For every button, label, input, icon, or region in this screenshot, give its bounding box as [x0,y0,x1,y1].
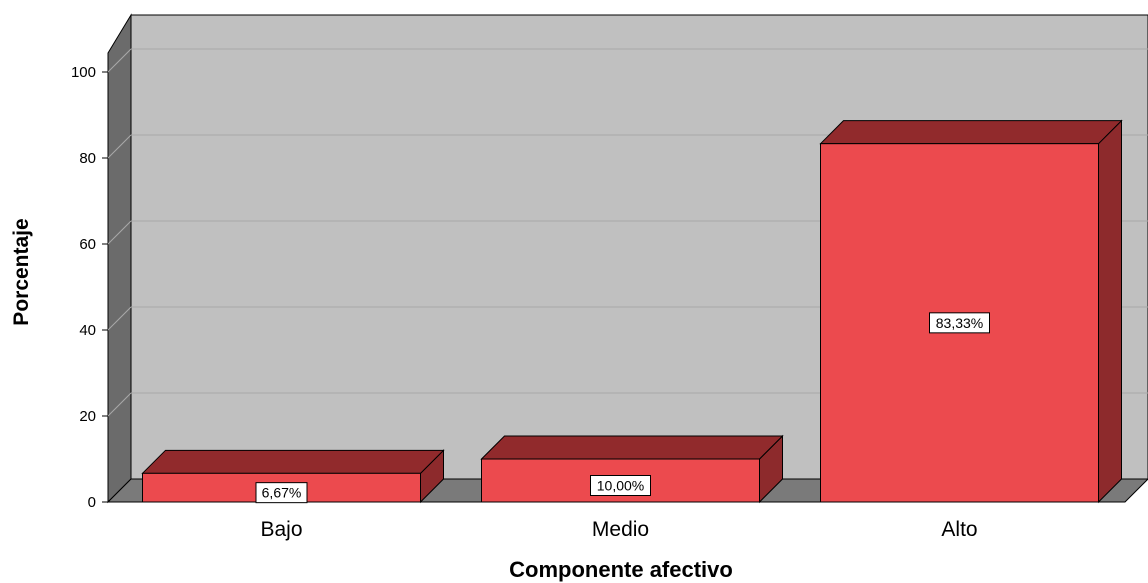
x-tick-label: Alto [941,518,977,541]
grid-line-side [107,134,132,159]
x-tick-label: Bajo [260,518,302,541]
bar-group: 10,00% [480,434,784,504]
data-label: 6,67% [262,485,302,501]
grid-line-side [107,306,132,331]
bar-top [480,435,784,460]
grid-line-side [107,220,132,245]
bar-group: 6,67% [141,449,445,504]
grid-line-side [107,392,132,417]
side-wall [107,13,132,504]
data-label: 83,33% [936,315,983,331]
x-axis-title: Componente afectivo [509,557,733,582]
data-label-box [590,475,651,496]
bar-side [1098,119,1122,504]
y-tick-label: 80 [79,150,96,167]
data-label-box [929,312,990,334]
y-tick-label: 60 [79,236,96,253]
x-axis: Bajo Medio Alto [260,518,977,541]
data-label: 10,00% [597,478,644,494]
y-tick-label: 0 [88,494,96,511]
y-tick-label: 100 [71,64,96,81]
y-tick-label: 40 [79,322,96,339]
y-axis: 0 20 40 60 80 100 [71,64,108,511]
bar-top [819,120,1123,145]
bar-group: 83,33% [819,119,1123,504]
data-label-box [255,482,308,504]
bar-top [141,449,445,474]
x-tick-label: Medio [592,518,649,541]
bars: 6,67% 10,00% 83,33% [141,119,1123,504]
y-axis-title: Porcentaje [10,218,33,325]
grid-line-side [107,48,132,73]
y-tick-label: 20 [79,408,96,425]
